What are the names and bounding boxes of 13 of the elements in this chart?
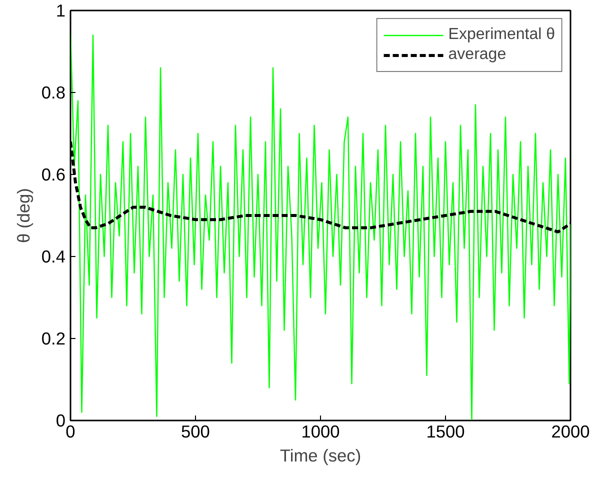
x-tick-label: 1500: [426, 422, 465, 442]
y-tick-label: 1: [56, 0, 66, 20]
x-tick-label: 1000: [301, 422, 340, 442]
x-tick-label: 2000: [551, 422, 590, 442]
y-tick-label: 0.6: [41, 164, 66, 184]
legend-label: average: [448, 46, 506, 64]
x-axis-title: Time (sec): [280, 446, 362, 466]
legend-label: Experimental θ: [448, 26, 555, 44]
y-tick-label: 0.8: [41, 82, 66, 102]
y-axis-title: θ (deg): [13, 188, 34, 243]
y-tick-label: 0.2: [41, 328, 66, 348]
y-tick-label: 0.4: [41, 246, 66, 266]
x-tick-label: 500: [181, 422, 210, 442]
